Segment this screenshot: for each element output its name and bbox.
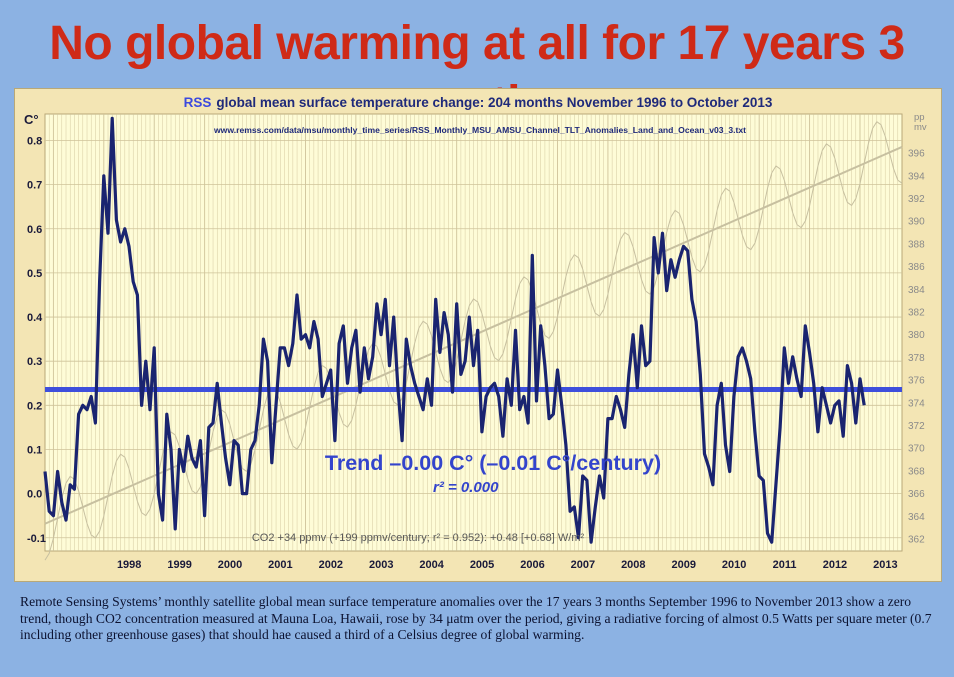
y2-tick-label: 378 (908, 353, 925, 364)
y2-tick-label: 362 (908, 535, 925, 546)
co2-trend-line (44, 146, 903, 525)
trend-r2-label: r² = 0.000 (433, 479, 499, 496)
y2-tick-label: 390 (908, 217, 925, 228)
right-axis-label: pp mv (914, 112, 927, 133)
y2-tick-label: 396 (908, 149, 925, 160)
y2-tick-label: 374 (908, 398, 925, 409)
x-tick-label: 2011 (773, 559, 797, 571)
y2-tick-label: 392 (908, 194, 925, 205)
y-tick-label: 0.5 (27, 268, 42, 280)
x-tick-label: 1999 (167, 559, 191, 571)
x-tick-label: 2013 (873, 559, 897, 571)
x-tick-label: 2010 (722, 559, 746, 571)
caption: Remote Sensing Systems’ monthly satellit… (20, 594, 932, 642)
y2-tick-label: 394 (908, 171, 925, 182)
y2-tick-label: 382 (908, 308, 925, 319)
x-tick-label: 2004 (419, 559, 444, 571)
y2-tick-label: 388 (908, 239, 925, 250)
chart-title-prefix: RSS (184, 95, 212, 110)
y-tick-label: 0.2 (27, 400, 42, 412)
temperature-chart: RSS global mean surface temperature chang… (24, 95, 927, 571)
axis-labels: -0.1 0.0 0.1 0.2 0.3 0.4 0.5 0.6 0.7 0.8 362 364 366… (27, 135, 925, 571)
x-tick-label: 2003 (369, 559, 393, 571)
trend-label: Trend –0.00 C° (–0.01 C°/century) (325, 451, 661, 475)
left-axis-label: C° (24, 112, 39, 127)
y2-tick-label: 370 (908, 444, 925, 455)
x-tick-label: 1998 (117, 559, 141, 571)
y2-tick-label: 368 (908, 466, 925, 477)
x-tick-label: 2002 (319, 559, 343, 571)
co2-series (44, 120, 903, 561)
y-tick-label: 0.6 (27, 224, 42, 236)
y-tick-label: -0.1 (27, 533, 46, 545)
chart-panel: RSS global mean surface temperature chang… (14, 88, 942, 582)
x-tick-label: 2009 (671, 559, 695, 571)
y-tick-label: 0.7 (27, 180, 42, 192)
y-tick-label: 0.4 (27, 312, 43, 324)
co2-seasonal-line (44, 120, 903, 561)
y-tick-label: 0.8 (27, 135, 42, 147)
y2-tick-label: 380 (908, 330, 925, 341)
y2-tick-label: 376 (908, 376, 925, 387)
x-tick-label: 2007 (571, 559, 595, 571)
y2-tick-label: 364 (908, 512, 925, 523)
y-tick-label: 0.1 (27, 444, 42, 456)
y-tick-label: 0.0 (27, 489, 42, 501)
temperature-series (43, 116, 866, 544)
x-tick-label: 2008 (621, 559, 645, 571)
chart-title: RSS global mean surface temperature chang… (184, 95, 773, 110)
y2-tick-label: 366 (908, 489, 925, 500)
co2-note: CO2 +34 ppmv (+199 ppmv/century; r² = 0.… (252, 532, 585, 544)
y2-tick-label: 384 (908, 285, 925, 296)
source-url: www.remss.com/data/msu/monthly_time_seri… (213, 125, 746, 135)
y2-tick-label: 386 (908, 262, 925, 273)
x-tick-label: 2012 (823, 559, 847, 571)
y2-tick-label: 372 (908, 421, 925, 432)
x-tick-label: 2001 (268, 559, 292, 571)
x-tick-label: 2006 (520, 559, 544, 571)
temperature-line (43, 116, 866, 544)
chart-title-text: global mean surface temperature change: … (216, 95, 772, 110)
x-tick-label: 2000 (218, 559, 242, 571)
x-tick-label: 2005 (470, 559, 494, 571)
y-tick-label: 0.3 (27, 356, 42, 368)
